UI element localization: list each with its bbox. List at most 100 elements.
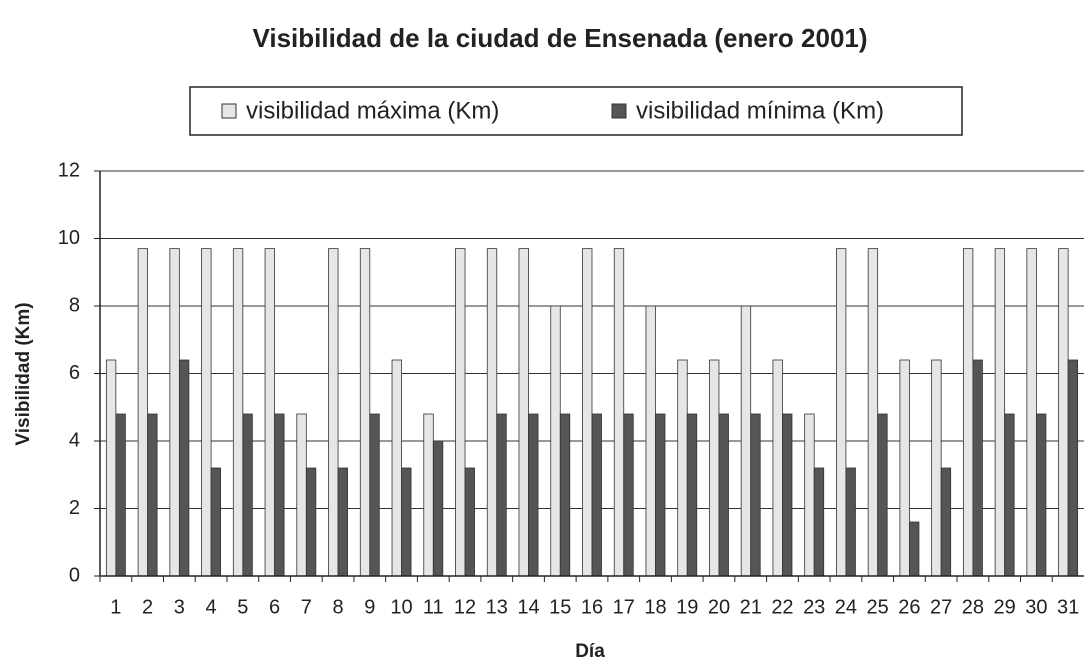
bar bbox=[105, 359, 117, 577]
bar bbox=[655, 413, 666, 577]
bar bbox=[210, 467, 222, 577]
bar bbox=[274, 413, 285, 577]
x-tick-label: 6 bbox=[269, 596, 280, 618]
x-tick-label: 23 bbox=[803, 596, 825, 618]
bar bbox=[804, 413, 815, 577]
x-tick-label: 1 bbox=[110, 596, 121, 618]
x-tick-label: 15 bbox=[549, 596, 571, 618]
x-tick-label: 28 bbox=[962, 596, 984, 618]
x-tick-label: 21 bbox=[740, 596, 762, 618]
x-tick-label: 9 bbox=[364, 596, 375, 618]
x-tick-label: 16 bbox=[581, 596, 603, 618]
x-tick-label: 27 bbox=[930, 596, 952, 618]
bar bbox=[750, 413, 761, 577]
bar bbox=[328, 248, 339, 577]
bar bbox=[623, 413, 634, 577]
x-tick-label: 24 bbox=[835, 596, 857, 618]
bar bbox=[813, 467, 825, 577]
bar bbox=[877, 413, 888, 577]
legend-swatch bbox=[221, 103, 237, 119]
x-tick-label: 18 bbox=[644, 596, 666, 618]
bar bbox=[582, 248, 593, 577]
bar bbox=[337, 467, 348, 577]
legend-label: visibilidad máxima (Km) bbox=[246, 97, 499, 124]
x-tick-label: 25 bbox=[867, 596, 889, 618]
x-tick-label: 26 bbox=[898, 596, 920, 618]
bar bbox=[305, 467, 317, 577]
bar bbox=[401, 467, 412, 577]
x-axis-label: Día bbox=[575, 641, 605, 662]
y-axis-label: Visibilidad (Km) bbox=[13, 302, 34, 445]
x-tick-label: 8 bbox=[333, 596, 344, 618]
bar bbox=[147, 413, 158, 577]
x-tick-label: 31 bbox=[1057, 596, 1079, 618]
bar bbox=[909, 521, 920, 577]
bar bbox=[178, 359, 190, 577]
bar bbox=[867, 248, 879, 577]
bar bbox=[432, 440, 444, 577]
bar bbox=[137, 248, 149, 577]
legend-swatch bbox=[611, 103, 627, 119]
x-tick-label: 5 bbox=[237, 596, 248, 618]
bar bbox=[1067, 359, 1079, 577]
bar bbox=[391, 359, 402, 577]
bar bbox=[528, 413, 539, 577]
x-tick-label: 17 bbox=[613, 596, 635, 618]
bar bbox=[962, 248, 974, 577]
y-tick-label: 6 bbox=[69, 362, 80, 384]
x-tick-label: 30 bbox=[1025, 596, 1047, 618]
bar bbox=[972, 359, 983, 577]
x-tick-label: 14 bbox=[517, 596, 539, 618]
bar bbox=[423, 413, 434, 577]
bar bbox=[296, 413, 307, 577]
bar bbox=[709, 359, 720, 577]
bar bbox=[931, 359, 942, 577]
bar bbox=[772, 359, 783, 577]
x-tick-label: 29 bbox=[994, 596, 1016, 618]
bar bbox=[686, 413, 698, 577]
y-tick-label: 12 bbox=[58, 159, 80, 181]
x-tick-label: 12 bbox=[454, 596, 476, 618]
x-tick-label: 20 bbox=[708, 596, 730, 618]
bar bbox=[486, 248, 498, 577]
x-tick-label: 11 bbox=[423, 596, 444, 618]
x-tick-label: 13 bbox=[486, 596, 508, 618]
bar bbox=[1035, 413, 1047, 577]
bar bbox=[359, 248, 371, 577]
bar bbox=[1026, 248, 1037, 577]
bar bbox=[740, 305, 752, 577]
y-tick-label: 2 bbox=[69, 497, 80, 519]
bar bbox=[264, 248, 275, 577]
bar bbox=[115, 413, 126, 577]
bar bbox=[845, 467, 856, 577]
legend-label: visibilidad mínima (Km) bbox=[636, 97, 884, 124]
bar bbox=[201, 248, 212, 577]
bar bbox=[559, 413, 571, 577]
bar bbox=[1004, 413, 1015, 577]
bar bbox=[994, 248, 1006, 577]
bar bbox=[718, 413, 729, 577]
x-tick-label: 3 bbox=[174, 596, 185, 618]
bar bbox=[940, 467, 952, 577]
bar bbox=[645, 305, 656, 577]
y-tick-label: 0 bbox=[69, 564, 80, 586]
y-tick-label: 8 bbox=[69, 294, 80, 316]
bar bbox=[169, 248, 180, 577]
bar bbox=[550, 305, 561, 577]
bar bbox=[464, 467, 475, 577]
y-tick-label: 10 bbox=[58, 227, 80, 249]
legend-box bbox=[189, 86, 963, 136]
x-tick-label: 4 bbox=[206, 596, 217, 618]
bar bbox=[782, 413, 793, 577]
bar bbox=[613, 248, 625, 577]
bar bbox=[677, 359, 688, 577]
bar bbox=[518, 248, 529, 577]
bar bbox=[242, 413, 253, 577]
x-tick-label: 10 bbox=[390, 596, 412, 618]
bar bbox=[1058, 248, 1069, 577]
bar bbox=[591, 413, 602, 577]
bar bbox=[836, 248, 847, 577]
bar bbox=[232, 248, 244, 577]
bar bbox=[899, 359, 910, 577]
